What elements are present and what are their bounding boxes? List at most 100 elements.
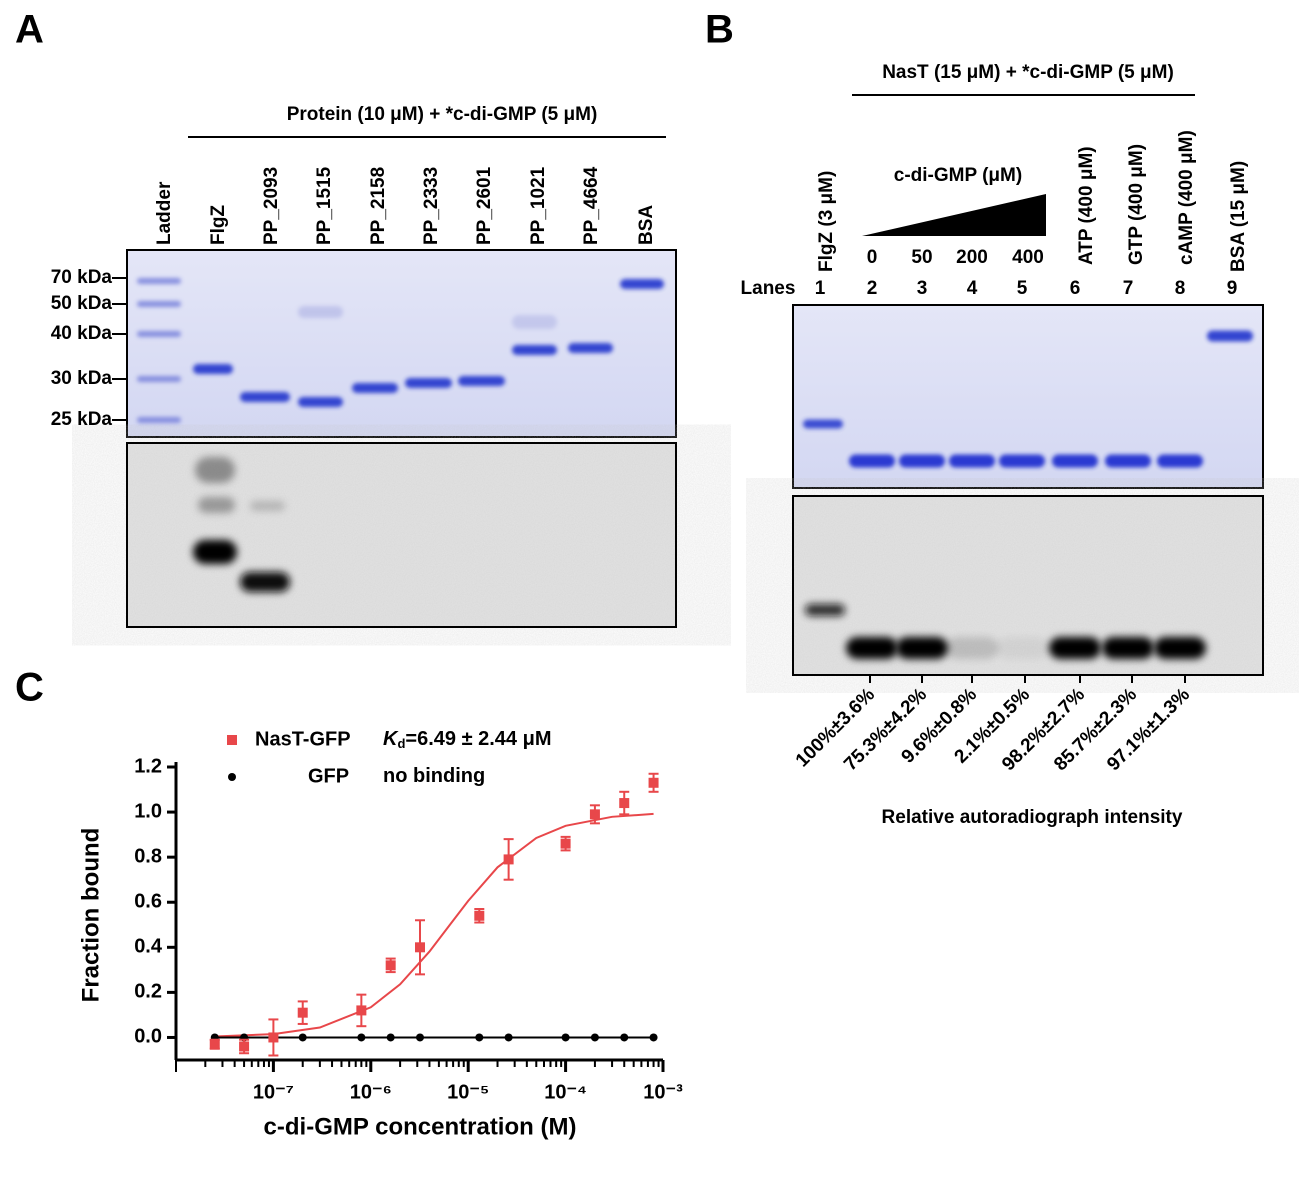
concentration-label: 50 — [911, 247, 932, 268]
band — [250, 501, 285, 511]
lane-label: PP_2093 — [261, 167, 282, 245]
panel-label: C — [15, 666, 44, 710]
x-tick-label: 10⁻⁶ — [350, 1081, 392, 1103]
marker-label: 40 kDa — [51, 323, 113, 344]
data-point — [298, 1033, 307, 1042]
legend-label: NasT-GFP — [255, 728, 351, 750]
band — [996, 637, 1048, 659]
y-tick-label: 0.8 — [134, 845, 162, 867]
y-axis-title: Fraction bound — [77, 828, 104, 1003]
data-point — [416, 1033, 425, 1042]
band — [899, 454, 945, 468]
concentration-label: 400 — [1012, 247, 1044, 268]
gel-a — [126, 249, 677, 628]
band — [198, 497, 235, 513]
lane-label: cAMP (400 μM) — [1176, 130, 1197, 265]
y-tick-label: 0.0 — [134, 1026, 162, 1048]
band — [137, 417, 181, 423]
marker-label: 50 kDa — [51, 293, 113, 314]
band — [846, 637, 898, 659]
data-point — [386, 1033, 395, 1042]
band — [1102, 637, 1154, 659]
lane-label: Ladder — [154, 181, 175, 245]
y-tick-label: 1.2 — [134, 755, 162, 777]
band — [1049, 637, 1101, 659]
lane-label: BSA — [636, 205, 657, 245]
fit-curve — [214, 812, 654, 1038]
lane-label: FlgZ (3 μM) — [816, 171, 837, 272]
legend-label: GFP — [308, 765, 349, 787]
data-point — [648, 777, 659, 788]
data-point — [209, 1039, 220, 1050]
x-tick-label: 10⁻⁷ — [253, 1081, 294, 1103]
data-point — [560, 838, 571, 849]
lane-number: 2 — [867, 278, 878, 299]
y-tick-label: 0.4 — [134, 936, 163, 958]
data-point — [649, 1033, 658, 1042]
y-tick-label: 0.6 — [134, 891, 162, 913]
lanes-label: Lanes — [741, 278, 796, 299]
lane-label: PP_2158 — [368, 167, 389, 245]
lane-label: PP_1515 — [314, 166, 335, 245]
lane-label: PP_2333 — [421, 167, 442, 245]
data-point — [589, 809, 600, 820]
lane-number: 9 — [1227, 278, 1238, 299]
data-point — [474, 910, 485, 921]
band — [896, 637, 948, 659]
lane-label: BSA (15 μM) — [1228, 161, 1249, 272]
band — [1052, 454, 1098, 468]
band — [240, 392, 290, 402]
band — [137, 331, 181, 337]
band — [803, 419, 843, 429]
band — [195, 457, 235, 483]
band — [949, 454, 995, 468]
x-axis-title: c-di-GMP concentration (M) — [264, 1113, 577, 1140]
band — [1105, 454, 1151, 468]
gel-header: Protein (10 μM) + *c-di-GMP (5 μM) — [287, 104, 598, 125]
x-tick-label: 10⁻⁴ — [544, 1081, 587, 1103]
data-point — [268, 1032, 279, 1043]
band — [999, 454, 1045, 468]
band — [849, 454, 895, 468]
concentration-label: 0 — [867, 247, 878, 268]
data-point — [561, 1033, 570, 1042]
legend-note-part: d — [397, 736, 405, 751]
band — [193, 540, 237, 564]
legend-marker — [227, 735, 237, 745]
band — [512, 345, 557, 355]
band — [193, 364, 233, 374]
band — [352, 383, 398, 393]
lane-number: 6 — [1070, 278, 1081, 299]
lane-label: PP_2601 — [474, 166, 495, 245]
data-point — [385, 960, 396, 971]
legend-note: Kd=6.49 ± 2.44 μM — [383, 728, 551, 751]
band — [458, 376, 505, 386]
gradient-wedge — [862, 194, 1046, 236]
band — [568, 343, 613, 353]
y-tick-label: 1.0 — [134, 800, 162, 822]
band — [137, 376, 181, 382]
lane-label: GTP (400 μM) — [1126, 144, 1147, 265]
panel-label: B — [705, 8, 734, 52]
band — [1154, 637, 1206, 659]
gel-b — [792, 304, 1264, 676]
lane-number: 7 — [1123, 278, 1134, 299]
legend-marker — [228, 773, 236, 781]
data-point — [356, 1005, 367, 1016]
lane-number: 4 — [967, 278, 978, 299]
data-point — [504, 1033, 513, 1042]
band — [1157, 454, 1203, 468]
data-point — [297, 1007, 308, 1018]
lane-number: 1 — [815, 278, 826, 299]
band — [298, 397, 343, 407]
lane-label: ATP (400 μM) — [1076, 146, 1097, 265]
lane-number: 8 — [1175, 278, 1186, 299]
gel-header: NasT (15 μM) + *c-di-GMP (5 μM) — [882, 62, 1174, 83]
lane-number: 3 — [917, 278, 928, 299]
data-point — [503, 854, 514, 865]
data-point — [590, 1033, 599, 1042]
x-tick-label: 10⁻⁵ — [447, 1081, 489, 1103]
band — [405, 378, 452, 388]
marker-label: 25 kDa — [51, 409, 113, 430]
band — [620, 279, 664, 289]
